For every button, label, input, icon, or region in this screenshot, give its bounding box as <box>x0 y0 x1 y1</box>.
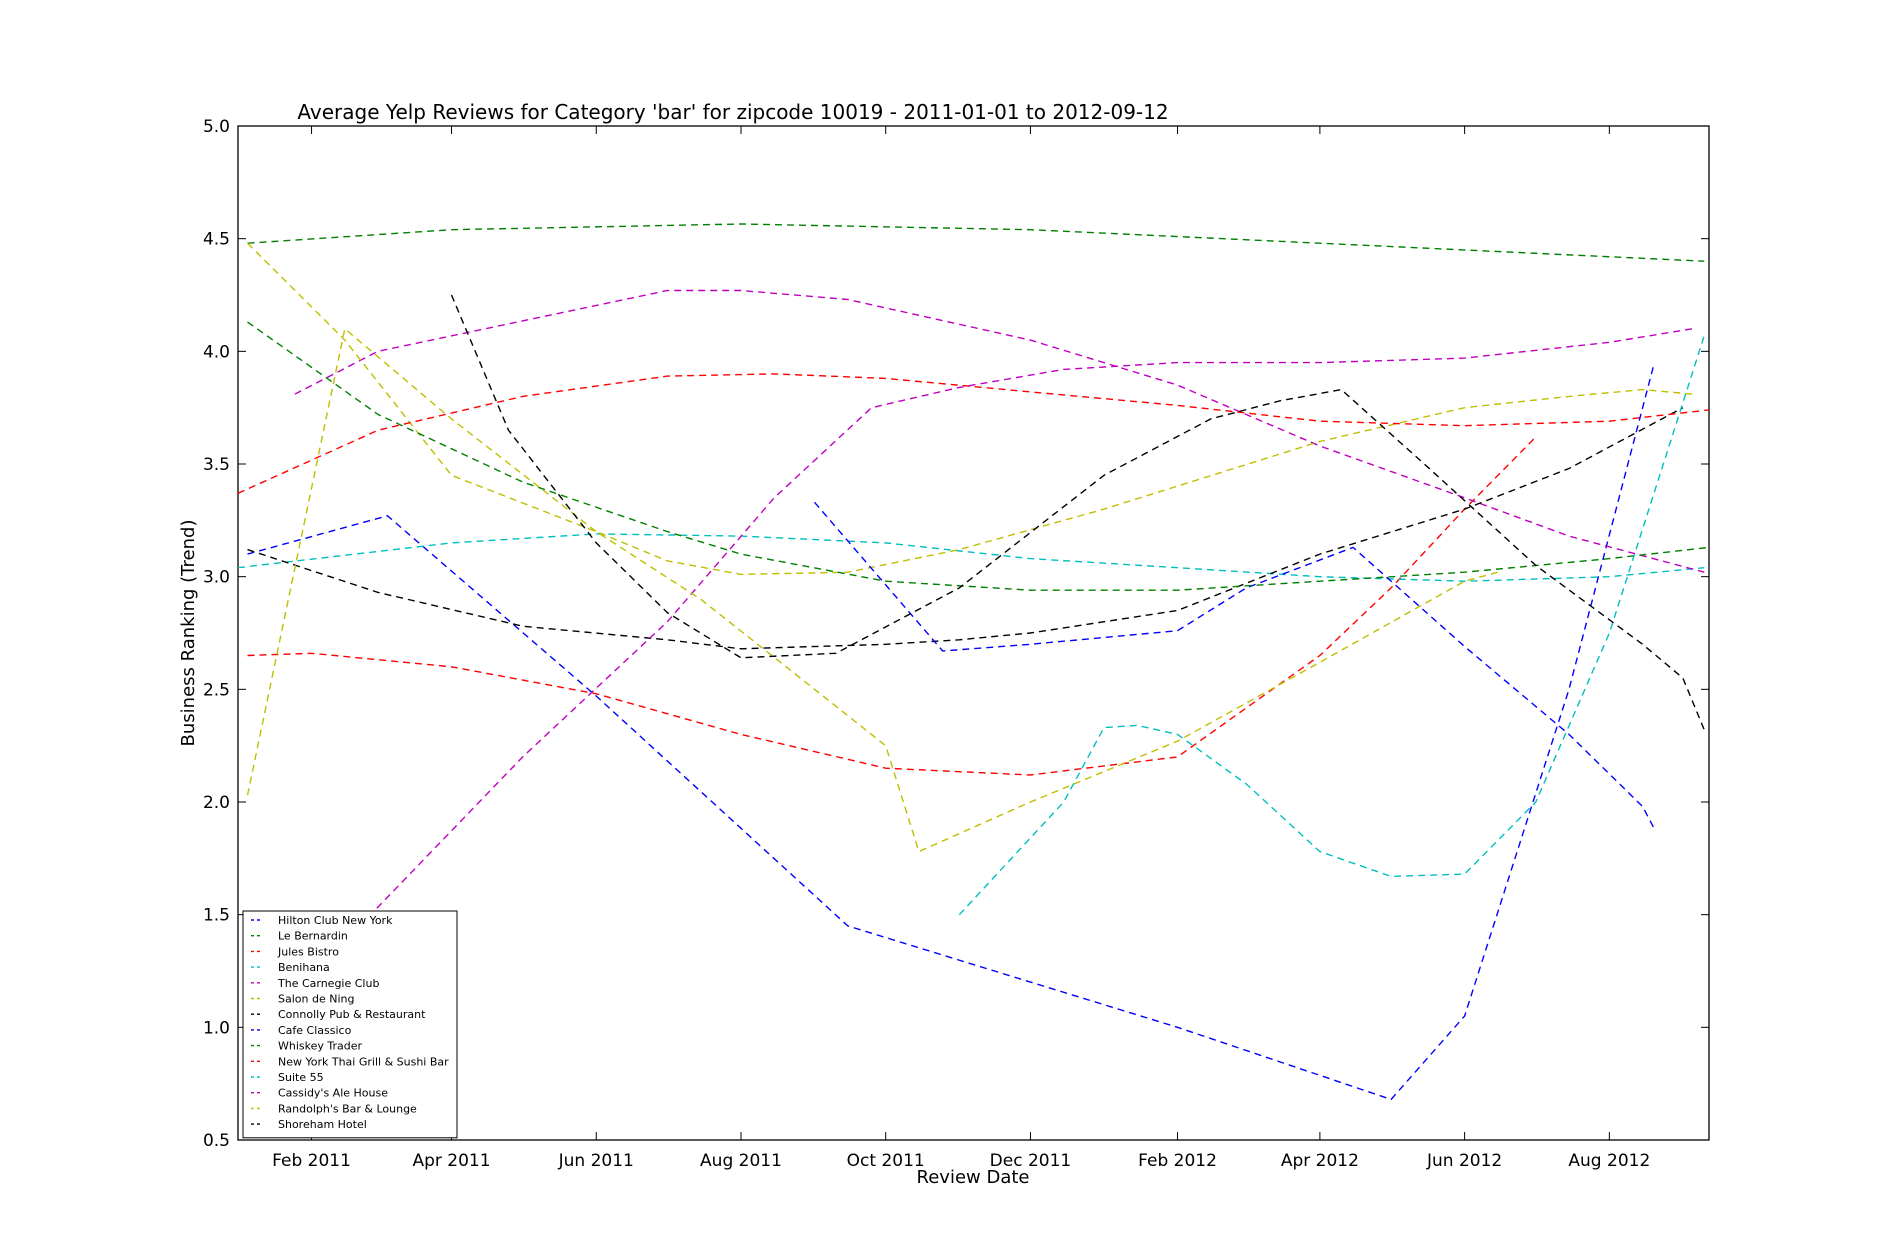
y-tick-label: 4.0 <box>203 342 230 362</box>
y-tick-label: 4.5 <box>203 230 230 250</box>
legend-box <box>242 910 458 1139</box>
series-line-9 <box>247 321 1710 591</box>
legend-label: Suite 55 <box>278 1071 324 1084</box>
series-layer <box>237 223 1710 1101</box>
series-line-6 <box>247 242 1693 576</box>
y-tick-label: 1.0 <box>203 1018 230 1038</box>
y-tick-label: 1.5 <box>203 906 230 926</box>
series-line-2 <box>247 223 1705 262</box>
legend-label: Randolph's Bar & Lounge <box>278 1102 417 1115</box>
y-tick-label: 3.0 <box>203 568 230 588</box>
series-line-4 <box>237 533 1705 582</box>
legend-label: Le Bernardin <box>278 930 348 943</box>
legend-label: Jules Bistro <box>277 945 339 958</box>
x-tick-label: Apr 2011 <box>412 1151 490 1171</box>
series-line-1 <box>247 362 1656 1101</box>
x-axis-label: Review Date <box>917 1167 1030 1188</box>
legend-label: Connolly Pub & Restaurant <box>278 1008 426 1021</box>
legend-label: New York Thai Grill & Sushi Bar <box>278 1055 449 1068</box>
legend: Hilton Club New York Le Bernardin Jules Bi… <box>242 910 458 1139</box>
plot-frame <box>237 125 1710 1141</box>
x-tick-label: Jun 2011 <box>558 1151 634 1171</box>
y-axis: 0.5 1.0 1.5 2.0 2.5 3.0 3.5 4.0 4.5 5.0 <box>203 117 1709 1151</box>
series-line-13 <box>246 327 1498 853</box>
y-tick-label: 2.0 <box>203 793 230 813</box>
series-line-7 <box>247 407 1684 650</box>
series-line-3 <box>247 436 1537 776</box>
legend-label: Benihana <box>278 961 330 974</box>
x-tick-label: Dec 2011 <box>990 1151 1072 1171</box>
chart-title: Average Yelp Reviews for Category 'bar' … <box>297 100 1168 124</box>
y-tick-label: 0.5 <box>203 1131 230 1151</box>
series-line-11 <box>958 335 1705 916</box>
y-tick-label: 3.5 <box>203 455 230 475</box>
x-tick-label: Oct 2011 <box>847 1151 925 1171</box>
series-line-12 <box>367 328 1693 918</box>
series-line-5 <box>294 289 1705 573</box>
x-tick-label: Apr 2012 <box>1281 1151 1359 1171</box>
legend-label: Cassidy's Ale House <box>278 1087 388 1100</box>
x-tick-label: Feb 2011 <box>272 1151 351 1171</box>
x-tick-label: Feb 2012 <box>1138 1151 1217 1171</box>
series-line-14 <box>450 294 1705 731</box>
y-axis-label: Business Ranking (Trend) <box>178 520 199 747</box>
series-line-8 <box>813 501 1656 830</box>
x-tick-label: Jun 2012 <box>1426 1151 1502 1171</box>
y-tick-label: 2.5 <box>203 680 230 700</box>
legend-label: Whiskey Trader <box>278 1040 363 1053</box>
legend-label: Shoreham Hotel <box>278 1118 367 1131</box>
y-tick-label: 5.0 <box>203 117 230 137</box>
legend-label: Salon de Ning <box>278 993 354 1006</box>
legend-label: The Carnegie Club <box>277 977 379 990</box>
x-tick-label: Aug 2012 <box>1568 1151 1650 1171</box>
plot-area <box>237 125 1710 1141</box>
x-axis: Feb 2011 Apr 2011 Jun 2011 Aug 2011 Oct 2011… <box>272 126 1650 1171</box>
series-line-10 <box>237 373 1710 494</box>
legend-label: Cafe Classico <box>278 1024 352 1037</box>
x-tick-label: Aug 2011 <box>700 1151 782 1171</box>
legend-label: Hilton Club New York <box>278 914 393 927</box>
